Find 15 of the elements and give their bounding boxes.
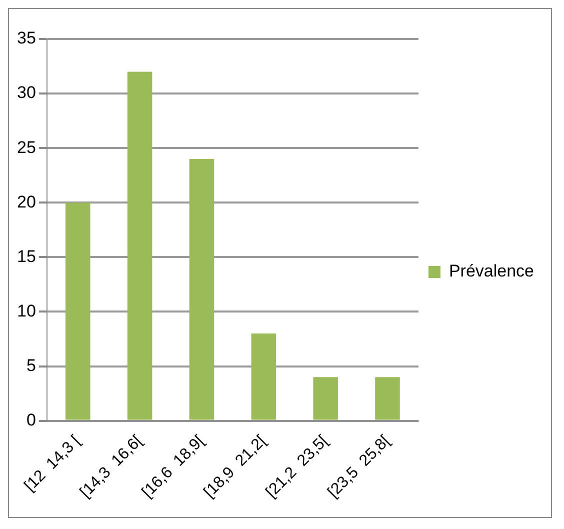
bar [189, 159, 214, 420]
y-tick-label: 5 [26, 356, 36, 375]
y-tick-label: 30 [16, 83, 36, 102]
bar [127, 72, 152, 420]
legend-label: Prévalence [448, 262, 534, 281]
bar [313, 377, 338, 420]
y-tick-label: 25 [16, 138, 36, 157]
y-tick-label: 0 [26, 410, 36, 430]
y-tick-label: 10 [16, 301, 36, 320]
y-tick-label: 20 [16, 192, 36, 212]
bar [251, 334, 276, 420]
bar [375, 377, 400, 420]
y-tick-label: 35 [16, 28, 36, 48]
y-tick-label: 15 [16, 246, 36, 266]
bar [65, 202, 90, 420]
